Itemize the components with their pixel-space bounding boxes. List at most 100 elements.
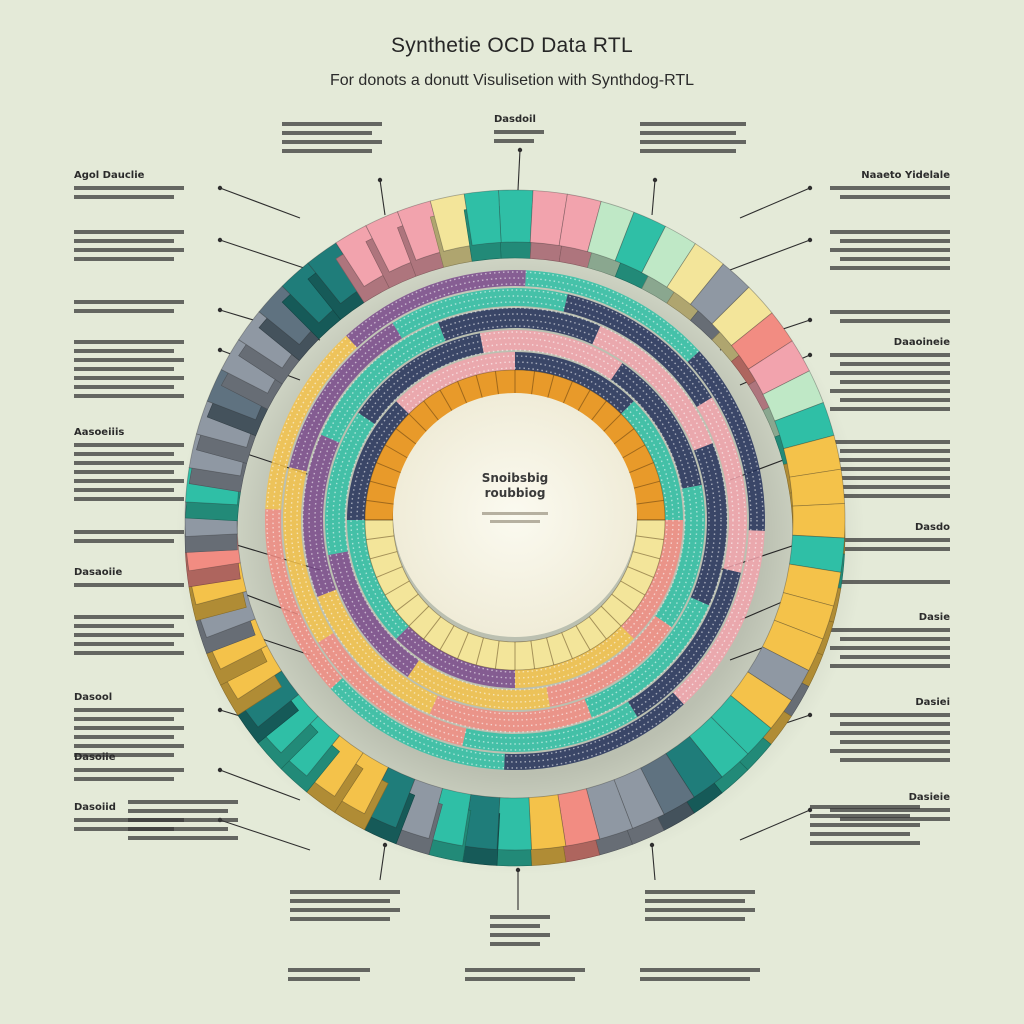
middle-ring-band-segment: [396, 626, 515, 688]
middle-ring-band-segment: [317, 589, 438, 715]
annotation-text-line: [74, 753, 174, 757]
inner-ring-tick: [384, 444, 410, 460]
annotation-text-line: [830, 186, 950, 190]
annotation-text-line: [840, 485, 950, 489]
leader-line: [219, 187, 301, 219]
annotation-text-line: [830, 808, 950, 812]
middle-ring-band-segment: [696, 397, 747, 573]
annotation-text-line: [282, 149, 372, 153]
annotation-text-line: [74, 452, 174, 456]
leader-dot: [807, 352, 813, 358]
annotation-text-line: [840, 637, 950, 641]
outer-ring-segment: [666, 243, 724, 305]
annotation-text-line: [840, 758, 950, 762]
annotation-text-line: [74, 744, 184, 748]
middle-ring-band-segment: [392, 288, 568, 339]
outer-ring-segment: [587, 200, 635, 262]
middle-ring-dot-row: [338, 343, 692, 697]
right-annotation-head: Dasieie: [909, 792, 951, 803]
left-annotation-head: Aasoeiiis: [74, 427, 124, 438]
annotation-text-line: [840, 380, 950, 384]
middle-ring-band-segment: [592, 325, 713, 451]
inner-ring-tick: [376, 566, 403, 578]
middle-ring-dot-row: [350, 355, 680, 685]
leader-dot: [807, 185, 813, 191]
outer-ring-segment: [496, 797, 532, 851]
inner-ring-tick: [439, 625, 455, 651]
middle-ring-band-segment: [479, 329, 623, 380]
middle-ring-dot-row: [290, 295, 740, 745]
outer-ring-segment: [498, 189, 534, 243]
annotation-text-line: [128, 800, 238, 804]
inner-ring-tick: [369, 551, 398, 560]
middle-ring-band-segment: [317, 632, 467, 746]
annotation-text-line: [830, 310, 950, 314]
outer-ring-segment: [557, 788, 601, 847]
annotation-text-line: [490, 942, 540, 946]
annotation-text-line: [74, 735, 174, 739]
leader-line: [219, 819, 311, 851]
annotation-text-line: [282, 140, 382, 144]
annotation-text-line: [840, 655, 950, 659]
left-annotation-head: Agol Dauclie: [74, 170, 145, 181]
middle-ring-dot-row: [344, 349, 686, 691]
annotation-text-line: [830, 230, 950, 234]
middle-ring-band-segment: [515, 352, 634, 414]
middle-ring-dot-row: [296, 301, 734, 739]
outer-ring-segment: [641, 225, 696, 288]
annotation-text-line: [840, 319, 950, 323]
annotation-text-line: [840, 362, 950, 366]
middle-ring-band-segment: [407, 660, 551, 711]
annotation-text-line: [830, 664, 950, 668]
inner-ring-tick: [395, 428, 419, 447]
middle-ring-band-segment: [563, 294, 713, 408]
leader-line: [651, 844, 656, 881]
annotation-text-line: [74, 530, 184, 534]
middle-ring-band-segment: [289, 322, 403, 472]
annotation-text-line: [840, 449, 950, 453]
middle-ring-dot-row: [314, 319, 716, 721]
leader-line: [739, 187, 811, 219]
leader-dot: [217, 237, 223, 243]
annotation-text-line: [640, 131, 736, 135]
outer-ring-segment: [730, 671, 792, 729]
middle-ring-band-segment: [347, 520, 409, 639]
inner-ring-tick: [561, 381, 573, 408]
annotation-text-line: [830, 628, 950, 632]
middle-ring-dot-row: [356, 361, 674, 679]
annotation-text-line: [282, 122, 382, 126]
annotation-text-line: [74, 827, 174, 831]
annotation-text-line: [830, 749, 950, 753]
annotation-text-line: [830, 646, 950, 650]
outer-ring-segment: [640, 752, 695, 815]
annotation-text-line: [74, 497, 184, 501]
annotation-text-line: [74, 385, 174, 389]
annotation-text-line: [74, 768, 184, 772]
leader-dot: [652, 177, 658, 183]
middle-ring-dot-row: [272, 277, 758, 763]
annotation-text-line: [645, 899, 745, 903]
annotation-text-line: [128, 827, 228, 831]
page-title: Synthetie OCD Data RTL: [391, 34, 633, 57]
annotation-text-line: [288, 968, 370, 972]
left-annotation-head: Dasool: [74, 692, 112, 703]
annotation-text-line: [640, 122, 746, 126]
middle-ring-band-segment: [328, 551, 420, 677]
inner-ring-tick: [546, 637, 555, 666]
annotation-text-line: [830, 713, 950, 717]
middle-ring-band-segment: [462, 701, 638, 753]
annotation-text-line: [74, 358, 184, 362]
leader-line: [219, 239, 311, 271]
middle-ring-dot-row: [326, 331, 704, 709]
outer-ring-segment: [395, 778, 443, 840]
middle-ring-band-segment: [690, 443, 728, 606]
annotation-text-line: [640, 977, 750, 981]
outer-ring-segment: [762, 370, 824, 422]
middle-ring-band-segment: [610, 363, 702, 489]
annotation-text-line: [74, 615, 184, 619]
inner-ring-tick: [635, 535, 664, 541]
annotation-text-line: [640, 149, 736, 153]
annotation-text-line: [290, 908, 400, 912]
middle-ring-dot-row: [278, 283, 752, 757]
inner-ring-tick: [575, 389, 591, 415]
